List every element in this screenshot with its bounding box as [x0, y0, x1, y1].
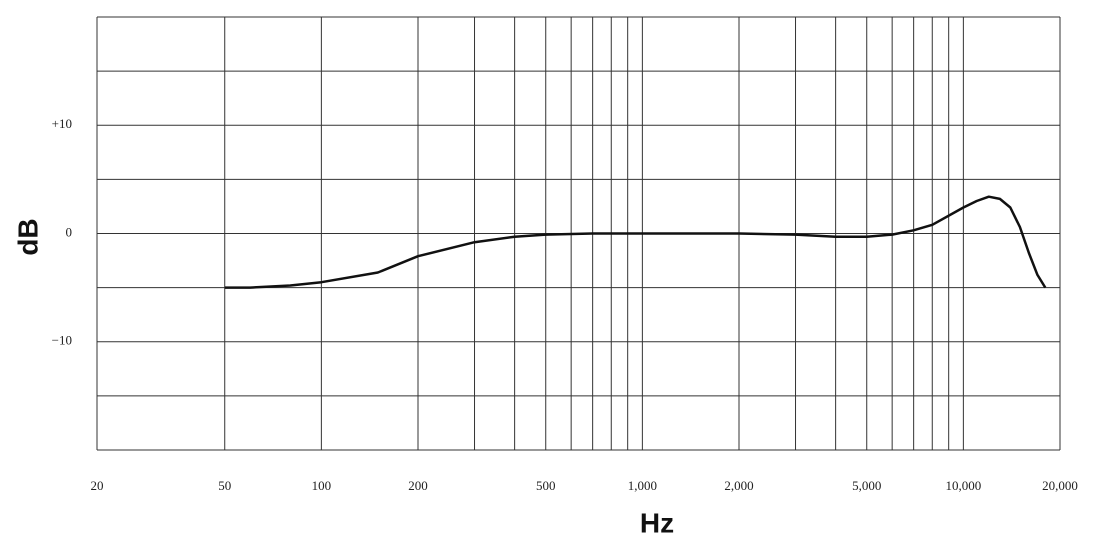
y-tick-label: +10	[52, 116, 72, 131]
response-curve	[224, 195, 1047, 289]
x-tick-label: 50	[218, 478, 231, 493]
y-axis-label: dB	[12, 218, 43, 255]
x-axis-label: Hz	[640, 507, 674, 538]
x-tick-label: 500	[536, 478, 556, 493]
x-tick-label: 10,000	[945, 478, 981, 493]
x-tick-label: 5,000	[852, 478, 881, 493]
x-tick-label: 200	[408, 478, 428, 493]
x-tick-label: 2,000	[724, 478, 753, 493]
y-tick-label: −10	[52, 333, 72, 348]
x-tick-label: 20	[91, 478, 104, 493]
x-tick-label: 20,000	[1042, 478, 1078, 493]
x-tick-label: 100	[312, 478, 332, 493]
y-tick-label: 0	[66, 224, 73, 239]
x-tick-label: 1,000	[628, 478, 657, 493]
